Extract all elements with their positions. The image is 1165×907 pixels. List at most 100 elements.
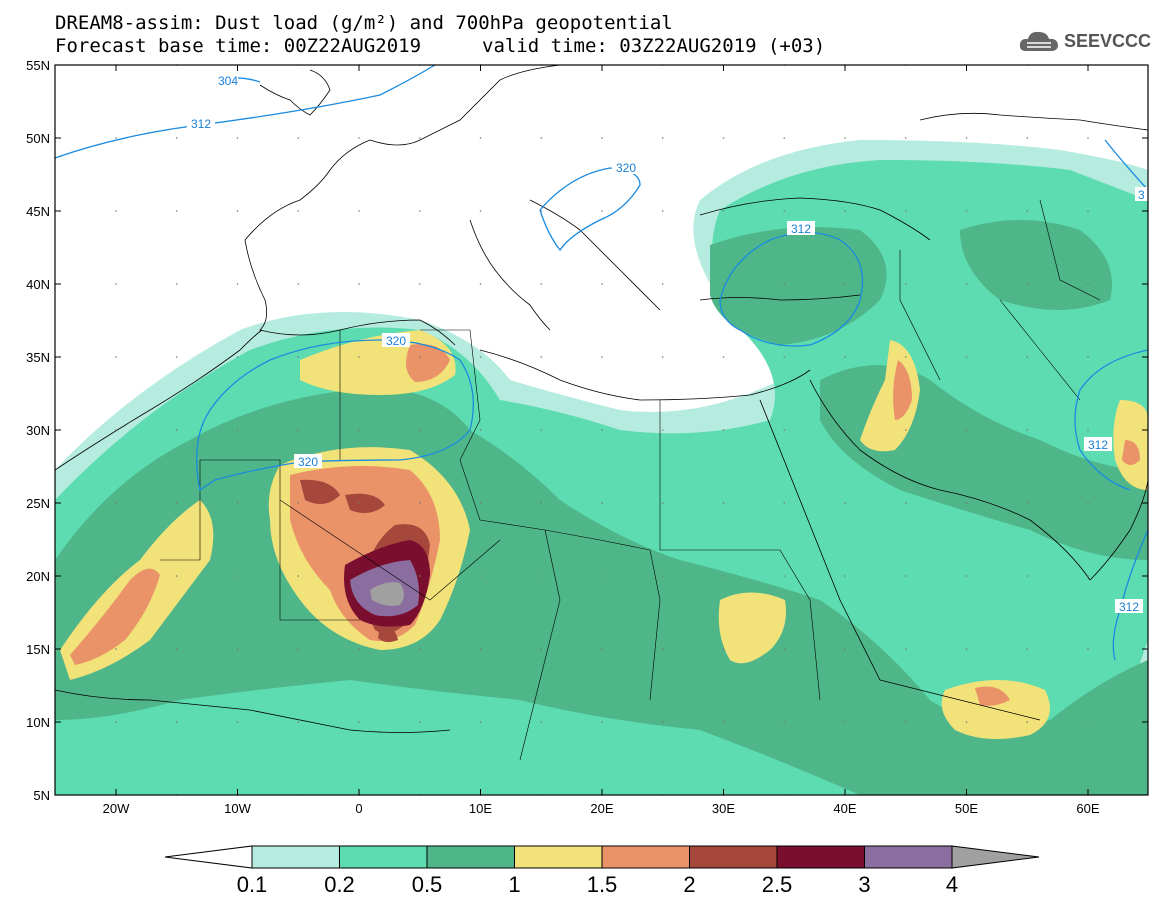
grid-dot — [1087, 575, 1089, 577]
grid-dot — [297, 575, 300, 577]
grid-dot — [115, 721, 117, 723]
grid-dot — [965, 575, 968, 577]
grid-dot — [783, 137, 786, 139]
grid-dot — [540, 283, 543, 285]
grid-dot — [1026, 137, 1029, 139]
colorbar-segment — [514, 845, 603, 869]
grid-dot — [236, 137, 239, 139]
grid-dot — [904, 502, 907, 504]
grid-dot — [115, 356, 117, 358]
colorbar: 0.1 0.2 0.5 1 1.5 2 2.5 3 4 — [164, 845, 1040, 897]
colorbar-label: 0.5 — [412, 872, 443, 897]
title-line-1: DREAM8-assim: Dust load (g/m²) and 700hP… — [55, 12, 673, 34]
lat-label: 5N — [33, 788, 50, 803]
contour-label-304: 304 — [218, 74, 238, 88]
dust-fields — [55, 140, 1148, 795]
grid-dot — [1087, 137, 1089, 139]
lat-label: 50N — [26, 131, 50, 146]
grid-dot — [540, 429, 543, 431]
colorbar-segment — [689, 845, 778, 869]
grid-dot — [358, 502, 360, 504]
grid-dot — [1026, 429, 1029, 431]
grid-dot — [1087, 210, 1089, 212]
grid-dot — [418, 137, 421, 139]
grid-dot — [236, 648, 239, 650]
grid-dot — [115, 502, 117, 504]
lon-label: 60E — [1076, 801, 1099, 816]
lat-label: 55N — [26, 58, 50, 73]
grid-dot — [479, 137, 482, 139]
colorbar-label: 0.2 — [324, 872, 355, 897]
grid-dot — [844, 283, 846, 285]
lon-label: 50E — [955, 801, 978, 816]
lat-label: 15N — [26, 642, 50, 657]
colorbar-label: 3 — [858, 872, 870, 897]
grid-dot — [418, 283, 421, 285]
title-line-2: Forecast base time: 00Z22AUG2019 — [55, 35, 422, 57]
grid-dot — [661, 210, 664, 212]
grid-dot — [418, 210, 421, 212]
grid-dot — [783, 721, 786, 723]
grid-dot — [904, 648, 907, 650]
grid-dot — [722, 721, 725, 723]
grid-dot — [965, 283, 968, 285]
colorbar-label: 4 — [946, 872, 958, 897]
grid-dot — [358, 137, 360, 139]
grid-dot — [844, 356, 846, 358]
colorbar-segment — [864, 845, 953, 869]
grid-dot — [965, 721, 968, 723]
grid-dot — [418, 648, 421, 650]
grid-dot — [722, 502, 725, 504]
grid-dot — [236, 429, 239, 431]
colorbar-min-arrow — [164, 845, 253, 869]
contour-label-320-europe: 320 — [616, 161, 636, 175]
grid-dot — [722, 356, 725, 358]
grid-dot — [601, 283, 603, 285]
grid-dot — [904, 721, 907, 723]
grid-dot — [115, 283, 117, 285]
valid-time: valid time: 03Z22AUG2019 (+03) — [482, 35, 826, 57]
grid-dot — [175, 575, 178, 577]
grid-dot — [1087, 721, 1089, 723]
lon-label: 0 — [355, 801, 362, 816]
country-borders — [160, 199, 1101, 761]
grid-dot — [844, 648, 846, 650]
grid-dot — [540, 575, 543, 577]
grid-dot — [661, 575, 664, 577]
latitude-axis: 55N 50N 45N 40N 35N 30N 25N 20N 15N 10N 5N — [26, 58, 1148, 803]
grid-dot — [722, 210, 725, 212]
grid-dot — [236, 502, 239, 504]
grid-dot — [479, 502, 482, 504]
grid-dot — [965, 210, 968, 212]
grid-dot — [358, 356, 360, 358]
cloud-icon — [1019, 31, 1058, 51]
grid-dot — [175, 721, 178, 723]
grid-dot — [965, 356, 968, 358]
grid-dot — [540, 356, 543, 358]
grid-dot — [965, 137, 968, 139]
contour-labels: 304 312 320 312 320 312 312 320 3 — [187, 73, 1148, 614]
longitude-axis: 20W 10W 0 10E 20E 30E 40E 50E 60E — [103, 65, 1100, 816]
grid-dot — [904, 575, 907, 577]
grid-dot — [965, 502, 968, 504]
grid-dot — [965, 429, 968, 431]
grid-dot — [783, 210, 786, 212]
grid-dot — [358, 429, 360, 431]
grid-dot — [601, 137, 603, 139]
grid-dot — [175, 283, 178, 285]
colorbar-segment — [426, 845, 515, 869]
colorbar-label: 2.5 — [762, 872, 793, 897]
grid-dot — [601, 502, 603, 504]
grid-dot — [236, 210, 239, 212]
grid-dot — [175, 356, 178, 358]
grid-dot — [175, 429, 178, 431]
grid-dot — [722, 575, 725, 577]
colorbar-label: 1.5 — [587, 872, 618, 897]
colorbar-segment — [339, 845, 428, 869]
grid-dot — [661, 283, 664, 285]
grid-dot — [358, 210, 360, 212]
grid-dot — [904, 356, 907, 358]
grid-dot — [601, 648, 603, 650]
contour-label-312: 312 — [791, 222, 811, 236]
